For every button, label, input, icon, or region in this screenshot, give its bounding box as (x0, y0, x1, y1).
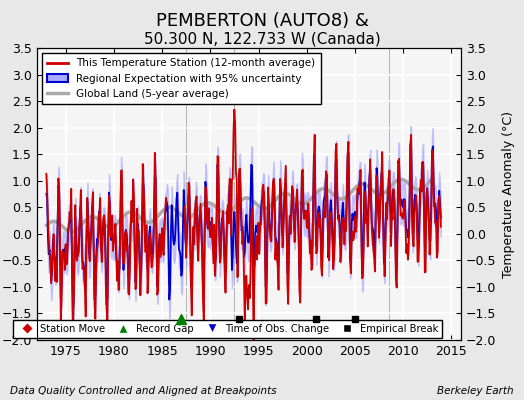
Text: Berkeley Earth: Berkeley Earth (437, 386, 514, 396)
Text: 50.300 N, 122.733 W (Canada): 50.300 N, 122.733 W (Canada) (144, 32, 380, 47)
Y-axis label: Temperature Anomaly (°C): Temperature Anomaly (°C) (502, 110, 515, 278)
Legend: Station Move, Record Gap, Time of Obs. Change, Empirical Break: Station Move, Record Gap, Time of Obs. C… (13, 320, 442, 338)
Text: Data Quality Controlled and Aligned at Breakpoints: Data Quality Controlled and Aligned at B… (10, 386, 277, 396)
Text: PEMBERTON (AUTO8) &: PEMBERTON (AUTO8) & (156, 12, 368, 30)
